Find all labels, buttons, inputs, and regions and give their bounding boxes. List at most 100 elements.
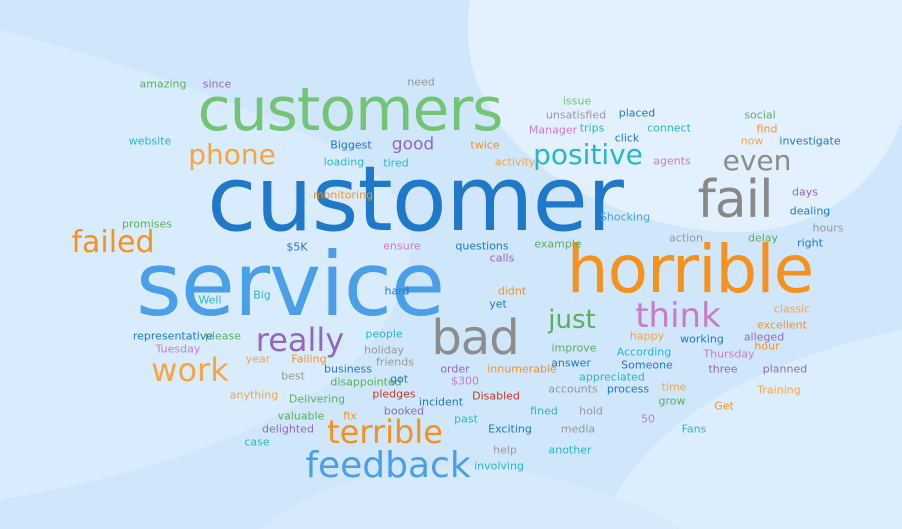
word-pledges: pledges xyxy=(372,387,416,401)
word-twice: twice xyxy=(470,138,500,152)
word-agents: agents xyxy=(653,154,691,168)
word-delay: delay xyxy=(747,231,779,245)
word-need: need xyxy=(407,75,435,89)
word-working: working xyxy=(680,332,724,346)
word-case: case xyxy=(244,435,270,449)
word-manager: Manager xyxy=(528,123,578,137)
word-another: another xyxy=(548,443,592,457)
word-happy: happy xyxy=(629,329,665,343)
word-5k: $5K xyxy=(286,240,308,254)
word-fail: fail xyxy=(697,170,773,230)
word-action: action xyxy=(669,231,703,245)
word-friends: friends xyxy=(376,355,414,369)
word-three: three xyxy=(708,362,738,376)
word-classic: classic xyxy=(773,302,811,316)
word-accounts: accounts xyxy=(548,382,598,396)
word-please: please xyxy=(204,329,242,343)
word-find: find xyxy=(756,122,778,136)
word-biggest: Biggest xyxy=(330,138,372,152)
word-questions: questions xyxy=(455,239,509,253)
word-training: Training xyxy=(757,383,801,397)
word-failing: Failing xyxy=(291,352,327,366)
word-investigate: investigate xyxy=(779,134,841,148)
word-activity: activity xyxy=(494,155,536,169)
word-even: even xyxy=(722,144,792,177)
word-horrible: horrible xyxy=(566,231,814,308)
word-now: now xyxy=(740,134,764,148)
word-according: According xyxy=(616,345,672,359)
word-delighted: delighted xyxy=(262,422,314,436)
word-think: think xyxy=(635,296,721,336)
word-excellent: excellent xyxy=(757,318,807,332)
word-connect: connect xyxy=(647,121,691,135)
word-unsatisfied: unsatisfied xyxy=(545,108,607,122)
word-trips: trips xyxy=(579,121,605,135)
word-hours: hours xyxy=(812,221,844,235)
word-hard: hard xyxy=(384,284,410,298)
word-people: people xyxy=(365,327,403,341)
word-social: social xyxy=(744,108,776,122)
word-help: help xyxy=(493,443,517,457)
word-customer: customer xyxy=(207,147,624,252)
word-disappointed: disappointed xyxy=(330,375,402,389)
word-just: just xyxy=(548,305,596,335)
word-feedback: feedback xyxy=(305,445,471,486)
word-alleged: alleged xyxy=(743,330,785,344)
word-website: website xyxy=(128,134,172,148)
word-shocking: Shocking xyxy=(599,210,651,224)
word-tuesday: Tuesday xyxy=(155,342,201,356)
word-click: click xyxy=(614,131,640,145)
word-placed: placed xyxy=(618,106,656,120)
word-300: $300 xyxy=(451,374,479,388)
word-exciting: Exciting xyxy=(488,422,532,436)
word-50: 50 xyxy=(641,412,655,426)
word-fix: fix xyxy=(343,409,357,423)
word-really: really xyxy=(255,321,345,359)
word-good: good xyxy=(391,134,435,155)
word-valuable: valuable xyxy=(277,409,325,423)
word-yet: yet xyxy=(489,297,507,311)
word-disabled: Disabled xyxy=(472,389,520,403)
word-grow: grow xyxy=(658,394,686,408)
word-booked: booked xyxy=(383,404,425,418)
word-innumerable: innumerable xyxy=(487,362,557,376)
word-thursday: Thursday xyxy=(703,347,755,361)
word-process: process xyxy=(606,382,650,396)
word-terrible: terrible xyxy=(327,413,443,451)
word-holiday: holiday xyxy=(363,343,405,357)
word-representative: representative xyxy=(132,329,214,343)
word-delivering: Delivering xyxy=(288,392,346,406)
word-past: past xyxy=(454,412,478,426)
word-hour: hour xyxy=(754,339,780,353)
word-well: Well xyxy=(198,293,222,307)
word-days: days xyxy=(792,185,818,199)
word-business: business xyxy=(324,362,372,376)
word-someone: Someone xyxy=(621,358,673,372)
word-answer: answer xyxy=(551,356,591,370)
word-appreciated: appreciated xyxy=(579,370,645,384)
word-ensure: ensure xyxy=(383,239,421,253)
word-customers: customers xyxy=(197,75,504,145)
word-failed: failed xyxy=(71,225,155,260)
word-example: example xyxy=(534,237,582,251)
word-dealing: dealing xyxy=(789,204,831,218)
word-got: got xyxy=(389,372,409,386)
word-involving: involving xyxy=(474,459,524,473)
word-bad: bad xyxy=(431,310,519,366)
word-tired: tired xyxy=(383,156,409,170)
word-work: work xyxy=(151,351,229,389)
word-improve: improve xyxy=(551,341,597,355)
word-big: Big xyxy=(253,288,271,302)
word-incident: incident xyxy=(418,395,464,409)
word-fined: fined xyxy=(530,404,558,418)
word-since: since xyxy=(202,77,232,91)
word-best: best xyxy=(281,369,305,383)
word-positive: positive xyxy=(533,138,643,171)
word-right: right xyxy=(797,236,823,250)
word-calls: calls xyxy=(489,251,515,265)
word-phone: phone xyxy=(188,138,276,171)
word-didnt: didnt xyxy=(497,284,527,298)
word-year: year xyxy=(245,352,271,366)
word-service: service xyxy=(135,233,445,336)
